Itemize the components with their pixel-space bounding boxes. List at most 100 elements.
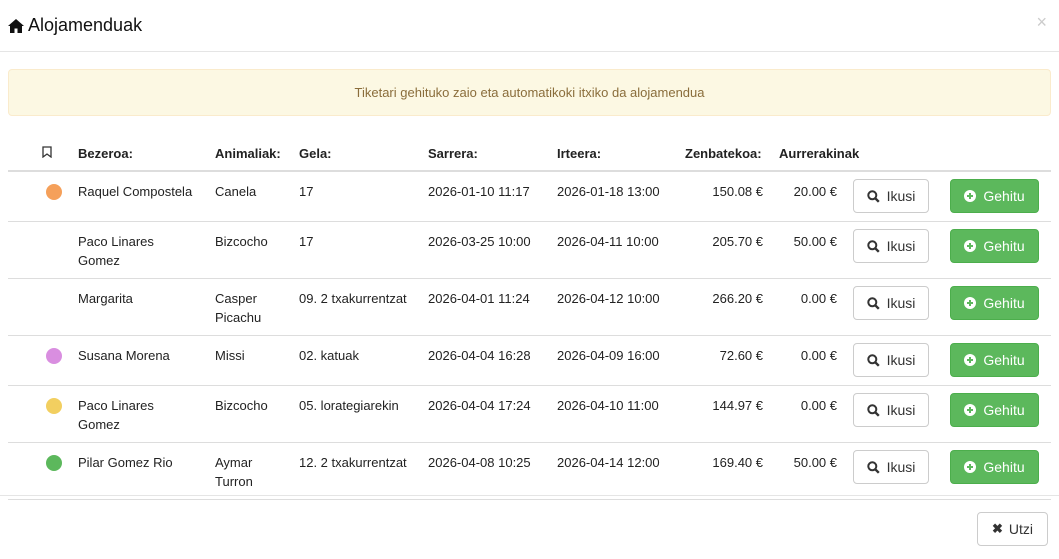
add-button[interactable]: Gehitu (950, 179, 1039, 213)
plus-circle-icon (964, 240, 977, 252)
search-icon (866, 296, 880, 310)
room-cell: 05. lorategiarekin (291, 385, 420, 443)
search-icon (866, 353, 880, 367)
bookmark-column-header (8, 139, 70, 172)
animal-name: Bizcocho (215, 234, 268, 249)
animal-name: Picachu (215, 310, 262, 325)
add-button[interactable]: Gehitu (950, 450, 1039, 484)
plus-circle-icon (964, 404, 977, 416)
animals-cell: Canela (207, 171, 291, 222)
animal-name: Canela (215, 184, 257, 199)
color-dot (46, 184, 62, 200)
checkin-cell: 2026-03-25 10:00 (420, 221, 549, 279)
amount-cell: 169.40 € (677, 442, 771, 500)
client-cell: Raquel Compostela (70, 171, 207, 222)
room-cell: 09. 2 txakurrentzat (291, 278, 420, 336)
amount-cell: 144.97 € (677, 385, 771, 443)
view-button[interactable]: Ikusi (853, 343, 929, 377)
client-cell: Pilar Gomez Rio (70, 442, 207, 500)
view-button[interactable]: Ikusi (853, 393, 929, 427)
header-animals: Animaliak: (207, 139, 291, 172)
animal-name: Turron (215, 474, 253, 489)
room-cell: 12. 2 txakurrentzat (291, 442, 420, 500)
advance-cell: 50.00 € (771, 221, 845, 279)
animals-cell: Casper Picachu (207, 278, 291, 336)
animal-name: Aymar (215, 455, 253, 470)
table-row: Susana Morena Missi 02. katuak 2026-04-0… (8, 335, 1051, 386)
add-button[interactable]: Gehitu (950, 343, 1039, 377)
room-cell: 02. katuak (291, 335, 420, 386)
view-button[interactable]: Ikusi (853, 450, 929, 484)
info-alert: Tiketari gehituko zaio eta automatikoki … (8, 69, 1051, 116)
header-actions-add (940, 139, 1051, 172)
advance-cell: 20.00 € (771, 171, 845, 222)
add-label: Gehitu (983, 237, 1025, 254)
amount-cell: 205.70 € (677, 221, 771, 279)
checkout-cell: 2026-04-10 11:00 (549, 385, 677, 443)
animals-cell: Bizcocho (207, 385, 291, 443)
checkout-cell: 2026-04-12 10:00 (549, 278, 677, 336)
checkout-cell: 2026-01-18 13:00 (549, 171, 677, 222)
view-label: Ikusi (886, 294, 916, 311)
advance-cell: 0.00 € (771, 385, 845, 443)
add-button[interactable]: Gehitu (950, 393, 1039, 427)
modal-title: Alojamenduak (8, 15, 142, 36)
bookmark-icon (42, 146, 52, 159)
checkout-cell: 2026-04-14 12:00 (549, 442, 677, 500)
table-header: Bezeroa: Animaliak: Gela: Sarrera: Irtee… (8, 139, 1051, 172)
amount-cell: 266.20 € (677, 278, 771, 336)
animals-cell: Aymar Turron (207, 442, 291, 500)
modal-footer: ✖ Utzi (0, 495, 1059, 559)
color-dot (46, 348, 62, 364)
color-cell (8, 385, 70, 443)
client-cell: Susana Morena (70, 335, 207, 386)
client-cell: Paco Linares Gomez (70, 385, 207, 443)
add-label: Gehitu (983, 458, 1025, 475)
animal-name: Casper (215, 291, 257, 306)
room-cell: 17 (291, 221, 420, 279)
color-cell (8, 171, 70, 222)
color-cell (8, 278, 70, 336)
header-checkout: Irteera: (549, 139, 677, 172)
search-icon (866, 189, 880, 203)
add-button[interactable]: Gehitu (950, 229, 1039, 263)
checkin-cell: 2026-04-08 10:25 (420, 442, 549, 500)
view-button[interactable]: Ikusi (853, 229, 929, 263)
color-dot (46, 398, 62, 414)
checkout-cell: 2026-04-11 10:00 (549, 221, 677, 279)
close-button[interactable]: × (1036, 12, 1047, 32)
client-cell: Paco Linares Gomez (70, 221, 207, 279)
table-row: Margarita Casper Picachu 09. 2 txakurrent… (8, 278, 1051, 336)
view-button[interactable]: Ikusi (853, 179, 929, 213)
add-label: Gehitu (983, 294, 1025, 311)
color-cell (8, 335, 70, 386)
header-actions-view (845, 139, 940, 172)
search-icon (866, 460, 880, 474)
add-label: Gehitu (983, 351, 1025, 368)
search-icon (866, 403, 880, 417)
view-label: Ikusi (886, 351, 916, 368)
view-label: Ikusi (886, 401, 916, 418)
checkin-cell: 2026-04-04 16:28 (420, 335, 549, 386)
animal-name: Bizcocho (215, 398, 268, 413)
color-dot (46, 455, 62, 471)
animal-name: Missi (215, 348, 245, 363)
view-button[interactable]: Ikusi (853, 286, 929, 320)
animals-cell: Bizcocho (207, 221, 291, 279)
room-cell: 17 (291, 171, 420, 222)
cancel-button[interactable]: ✖ Utzi (977, 512, 1048, 546)
plus-circle-icon (964, 297, 977, 309)
header-advance: Aurrerakinak (771, 139, 859, 172)
view-label: Ikusi (886, 187, 916, 204)
color-cell (8, 221, 70, 279)
plus-circle-icon (964, 461, 977, 473)
advance-cell: 0.00 € (771, 335, 845, 386)
plus-circle-icon (964, 190, 977, 202)
advance-cell: 50.00 € (771, 442, 845, 500)
header-amount: Zenbatekoa: (677, 139, 771, 172)
header-client: Bezeroa: (70, 139, 207, 172)
color-cell (8, 442, 70, 500)
add-button[interactable]: Gehitu (950, 286, 1039, 320)
client-cell: Margarita (70, 278, 207, 336)
view-label: Ikusi (886, 237, 916, 254)
